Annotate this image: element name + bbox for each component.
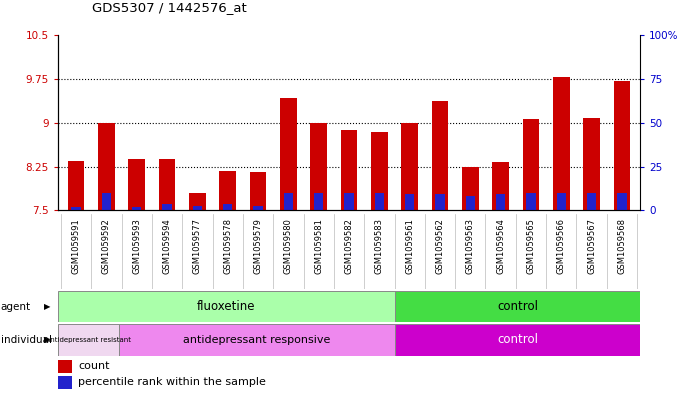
Text: GSM1059593: GSM1059593: [132, 218, 141, 274]
Text: GSM1059579: GSM1059579: [253, 218, 263, 274]
Text: GSM1059568: GSM1059568: [618, 218, 627, 274]
Text: GSM1059565: GSM1059565: [526, 218, 535, 274]
Text: GSM1059577: GSM1059577: [193, 218, 202, 274]
Text: GSM1059582: GSM1059582: [345, 218, 353, 274]
Bar: [119, 324, 395, 356]
Bar: [462, 167, 479, 210]
Bar: [526, 193, 535, 210]
Text: antidepressant resistant: antidepressant resistant: [46, 337, 131, 343]
Text: control: control: [497, 300, 538, 313]
Bar: [405, 194, 414, 210]
Bar: [253, 206, 263, 210]
Text: fluoxetine: fluoxetine: [197, 300, 255, 313]
Text: GSM1059581: GSM1059581: [314, 218, 323, 274]
Text: individual: individual: [1, 335, 52, 345]
Bar: [395, 324, 640, 356]
Text: GSM1059578: GSM1059578: [223, 218, 232, 274]
Text: GDS5307 / 1442576_at: GDS5307 / 1442576_at: [92, 1, 247, 14]
Bar: [159, 159, 176, 210]
Text: GSM1059591: GSM1059591: [72, 218, 80, 274]
Text: percentile rank within the sample: percentile rank within the sample: [78, 377, 266, 387]
Bar: [432, 101, 448, 210]
Bar: [340, 130, 358, 210]
Bar: [219, 171, 236, 210]
Bar: [584, 118, 600, 210]
Bar: [466, 196, 475, 210]
Text: control: control: [497, 333, 538, 347]
Bar: [311, 123, 327, 210]
Bar: [98, 123, 114, 210]
Bar: [496, 194, 505, 210]
Bar: [102, 193, 111, 210]
Text: GSM1059580: GSM1059580: [284, 218, 293, 274]
Text: GSM1059562: GSM1059562: [435, 218, 445, 274]
Bar: [395, 291, 640, 322]
Bar: [58, 291, 395, 322]
Text: GSM1059583: GSM1059583: [375, 218, 384, 274]
Bar: [163, 204, 172, 210]
Text: GSM1059561: GSM1059561: [405, 218, 414, 274]
Bar: [58, 360, 72, 373]
Bar: [129, 159, 145, 210]
Text: GSM1059563: GSM1059563: [466, 218, 475, 274]
Bar: [280, 98, 297, 210]
Bar: [435, 194, 445, 210]
Bar: [345, 193, 353, 210]
Text: GSM1059566: GSM1059566: [557, 218, 566, 274]
Bar: [314, 193, 323, 210]
Bar: [401, 123, 418, 210]
Bar: [522, 119, 539, 210]
Text: antidepressant responsive: antidepressant responsive: [183, 335, 331, 345]
Text: ▶: ▶: [44, 336, 51, 344]
Bar: [618, 193, 627, 210]
Bar: [58, 324, 119, 356]
Text: GSM1059564: GSM1059564: [496, 218, 505, 274]
Bar: [587, 193, 596, 210]
Text: agent: agent: [1, 301, 31, 312]
Bar: [58, 376, 72, 389]
Bar: [67, 161, 84, 210]
Bar: [556, 193, 566, 210]
Bar: [193, 206, 202, 210]
Bar: [189, 193, 206, 210]
Bar: [132, 207, 142, 210]
Text: GSM1059594: GSM1059594: [163, 218, 172, 274]
Text: ▶: ▶: [44, 302, 51, 311]
Text: GSM1059592: GSM1059592: [102, 218, 111, 274]
Bar: [223, 204, 232, 210]
Text: count: count: [78, 361, 110, 371]
Bar: [614, 81, 631, 210]
Bar: [72, 207, 80, 210]
Bar: [492, 162, 509, 210]
Text: GSM1059567: GSM1059567: [587, 218, 596, 274]
Bar: [375, 193, 384, 210]
Bar: [371, 132, 387, 210]
Bar: [284, 193, 293, 210]
Bar: [250, 173, 266, 210]
Bar: [553, 77, 569, 210]
